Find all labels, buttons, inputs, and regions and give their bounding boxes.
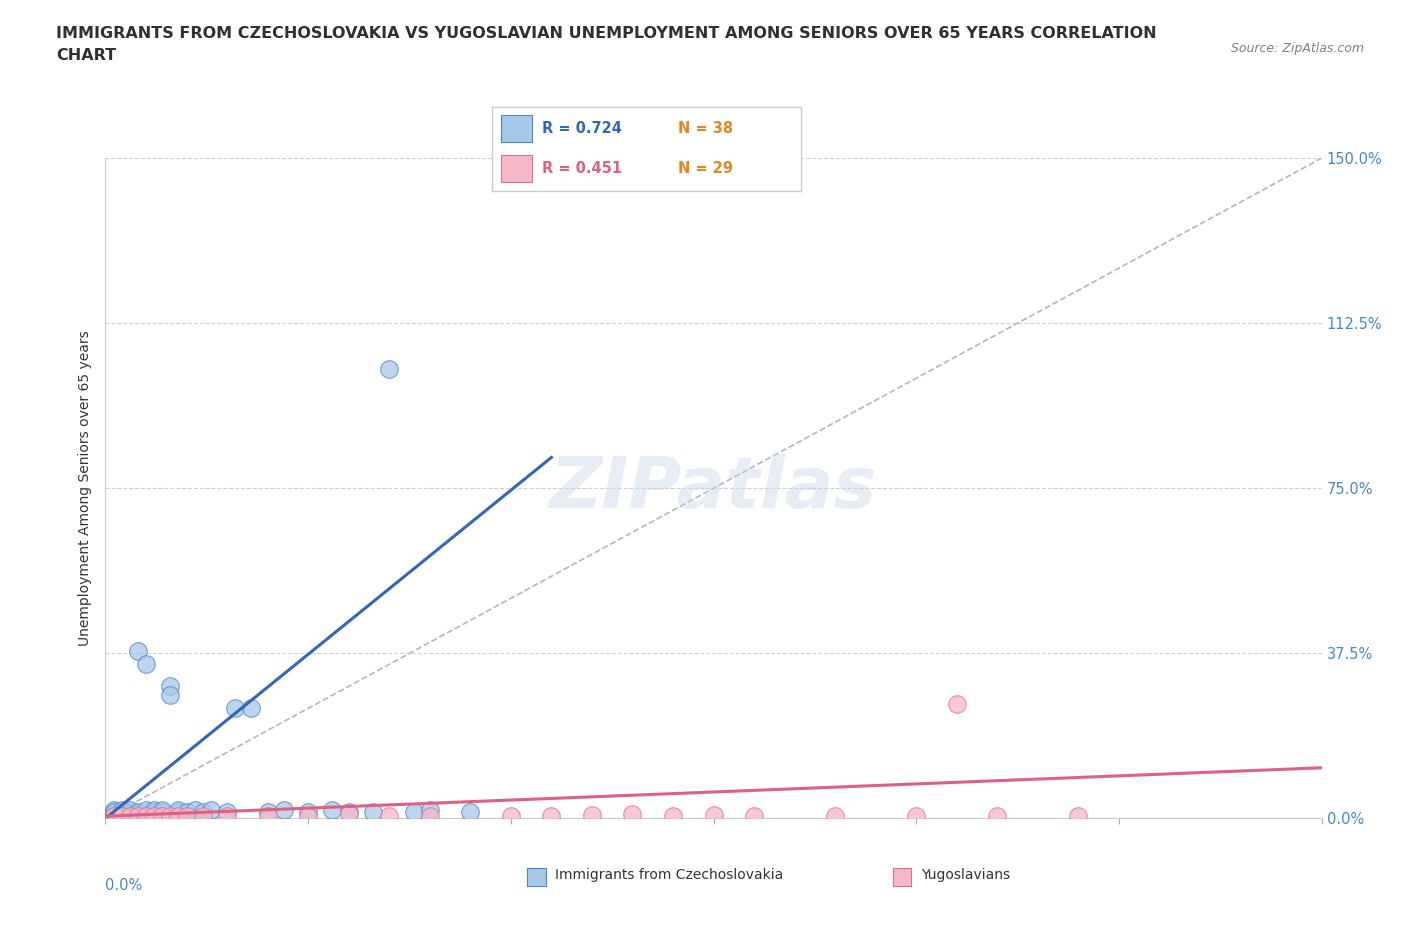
Point xyxy=(159,687,181,702)
Point xyxy=(150,809,173,824)
Point xyxy=(167,803,190,817)
Point xyxy=(297,804,319,819)
Point xyxy=(297,809,319,824)
Text: Immigrants from Czechoslovakia: Immigrants from Czechoslovakia xyxy=(555,868,783,883)
Text: ZIPatlas: ZIPatlas xyxy=(550,454,877,523)
Point xyxy=(621,806,644,821)
Point xyxy=(127,644,149,658)
Text: CHART: CHART xyxy=(56,48,117,63)
Point xyxy=(118,803,141,817)
Point xyxy=(1067,809,1090,824)
Text: IMMIGRANTS FROM CZECHOSLOVAKIA VS YUGOSLAVIAN UNEMPLOYMENT AMONG SENIORS OVER 65: IMMIGRANTS FROM CZECHOSLOVAKIA VS YUGOSL… xyxy=(56,26,1157,41)
Point xyxy=(240,701,263,716)
Point xyxy=(183,803,205,817)
Text: N = 29: N = 29 xyxy=(678,162,733,177)
Point xyxy=(135,803,157,817)
Point xyxy=(361,804,384,819)
Point xyxy=(224,701,246,716)
Point xyxy=(321,803,343,817)
Point xyxy=(111,804,134,819)
FancyBboxPatch shape xyxy=(502,115,533,142)
Point xyxy=(176,804,198,819)
Point xyxy=(273,803,295,817)
Point xyxy=(111,809,134,824)
Point xyxy=(111,806,134,821)
Point xyxy=(143,809,166,824)
Point xyxy=(824,809,846,824)
Point xyxy=(103,806,125,821)
Point xyxy=(150,803,173,817)
Point xyxy=(118,809,141,824)
Point xyxy=(103,803,125,817)
Point xyxy=(702,807,725,822)
Point xyxy=(986,809,1008,824)
Point xyxy=(111,803,134,817)
Text: N = 38: N = 38 xyxy=(678,121,733,136)
Point xyxy=(159,679,181,694)
Text: R = 0.724: R = 0.724 xyxy=(541,121,621,136)
Point xyxy=(143,804,166,819)
Point xyxy=(217,804,239,819)
Point xyxy=(118,806,141,821)
Point xyxy=(256,804,278,819)
Point xyxy=(458,804,481,819)
Point xyxy=(540,809,562,824)
Point xyxy=(378,362,401,377)
Point xyxy=(135,809,157,824)
Point xyxy=(103,809,125,824)
Point xyxy=(905,809,928,824)
Text: R = 0.451: R = 0.451 xyxy=(541,162,621,177)
Point xyxy=(167,804,190,819)
Point xyxy=(191,804,214,819)
Text: Source: ZipAtlas.com: Source: ZipAtlas.com xyxy=(1230,42,1364,55)
Point xyxy=(581,807,603,822)
Point xyxy=(662,809,685,824)
Point xyxy=(337,804,360,819)
Point xyxy=(135,657,157,671)
Point xyxy=(159,809,181,824)
Text: 0.0%: 0.0% xyxy=(105,878,142,893)
FancyBboxPatch shape xyxy=(502,155,533,182)
Point xyxy=(127,809,149,824)
Point xyxy=(419,803,441,817)
Point xyxy=(127,806,149,821)
Point xyxy=(127,804,149,819)
Point xyxy=(256,809,278,824)
Point xyxy=(337,806,360,821)
Point xyxy=(176,809,198,824)
Point xyxy=(402,804,425,819)
Point xyxy=(217,809,239,824)
Point xyxy=(945,697,967,711)
Text: Yugoslavians: Yugoslavians xyxy=(921,868,1010,883)
Point xyxy=(419,809,441,824)
Point xyxy=(742,809,765,824)
Point xyxy=(150,804,173,819)
Point xyxy=(378,809,401,824)
Point xyxy=(143,803,166,817)
Point xyxy=(191,809,214,824)
Point xyxy=(103,804,125,819)
Point xyxy=(499,809,522,824)
Y-axis label: Unemployment Among Seniors over 65 years: Unemployment Among Seniors over 65 years xyxy=(79,330,93,646)
Point xyxy=(200,803,222,817)
Point xyxy=(167,809,190,824)
